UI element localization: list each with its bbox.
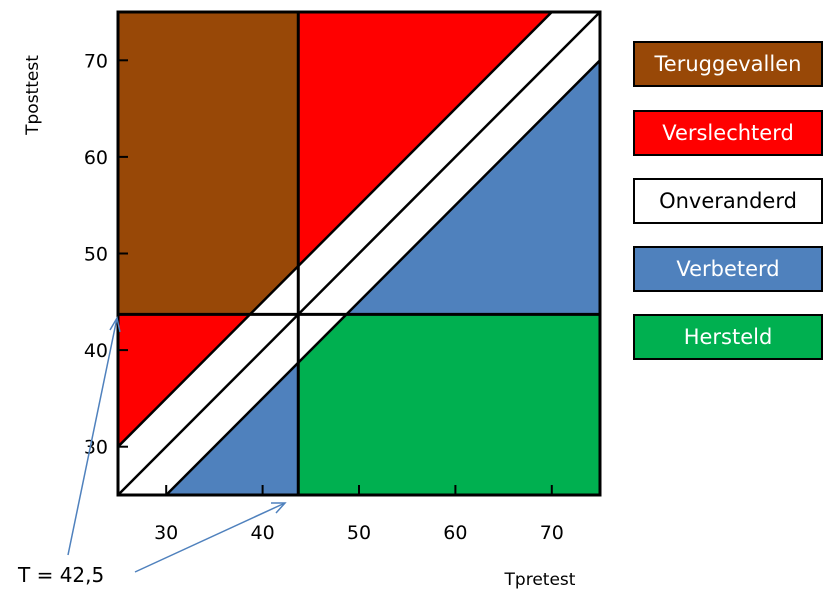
cutoff-annotation-label: T = 42,5 [17,563,104,587]
y-tick-label: 50 [84,244,108,266]
x-axis-title: Tpretest [504,570,576,590]
legend-verbeterd: Verbeterd [633,246,823,292]
x-tick-label: 50 [347,522,371,544]
y-tick-label: 70 [84,50,108,72]
y-tick-label: 40 [84,340,108,362]
x-tick-label: 70 [540,522,564,544]
x-tick-label: 40 [251,522,275,544]
y-axis-title: Tposttest [23,55,43,136]
band-line-lower [164,59,600,495]
x-tick-label: 60 [443,522,467,544]
annotation-arrowhead-x [271,502,287,514]
band-line-upper [118,12,554,448]
legend-verslechterd: Verslechterd [633,110,823,156]
annotation-arrow-x [134,502,286,573]
y-tick-label: 60 [84,147,108,169]
legend-hersteld: Hersteld [633,314,823,360]
legend-onveranderd: Onveranderd [633,178,823,224]
annotation-arrowhead-y [109,315,121,333]
x-tick-label: 30 [154,522,178,544]
diagonal-line [118,12,600,495]
legend-teruggevallen: Teruggevallen [633,41,823,87]
region-teruggevallen [118,12,299,315]
region-hersteld [298,314,600,495]
y-tick-label: 30 [84,437,108,459]
annotation-arrow-y [67,317,118,556]
